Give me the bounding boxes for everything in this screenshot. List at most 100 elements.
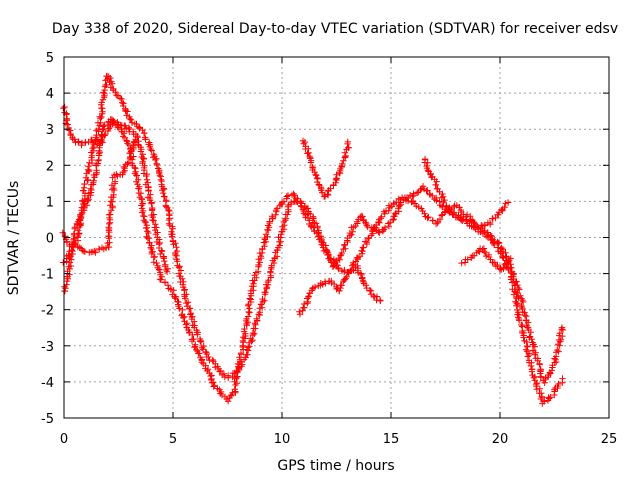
data-point xyxy=(482,252,490,260)
data-point xyxy=(421,210,428,217)
y-tick-label: -4 xyxy=(41,376,54,391)
data-point xyxy=(495,239,503,246)
data-point xyxy=(519,308,527,316)
data-point xyxy=(89,145,96,152)
data-point xyxy=(103,81,110,89)
data-point xyxy=(446,204,453,211)
y-tick-label: 2 xyxy=(46,159,54,174)
data-point xyxy=(221,373,228,381)
data-point xyxy=(258,304,266,311)
data-point xyxy=(282,211,289,218)
data-point xyxy=(273,253,281,260)
data-point xyxy=(245,308,252,316)
data-point xyxy=(111,178,119,185)
y-tick-label: -1 xyxy=(41,268,54,283)
data-point xyxy=(556,342,563,349)
data-point xyxy=(251,272,258,279)
data-point xyxy=(337,252,344,259)
data-point xyxy=(145,187,152,195)
data-point xyxy=(519,297,526,304)
data-point xyxy=(359,213,366,220)
data-point xyxy=(520,334,527,341)
data-point xyxy=(441,209,448,216)
data-point xyxy=(126,115,134,123)
data-point xyxy=(251,330,258,338)
data-point xyxy=(538,390,545,397)
data-point xyxy=(489,236,496,243)
data-point xyxy=(249,329,257,337)
data-point xyxy=(172,293,180,300)
data-point xyxy=(67,262,75,270)
data-point xyxy=(504,199,512,206)
data-point xyxy=(481,249,489,256)
data-point xyxy=(524,353,531,360)
data-point xyxy=(468,218,475,226)
data-point xyxy=(118,95,125,103)
data-point xyxy=(524,324,531,331)
data-point xyxy=(142,219,149,226)
data-point xyxy=(236,354,243,361)
data-point xyxy=(507,255,514,262)
data-point xyxy=(69,241,76,248)
data-point xyxy=(99,126,106,133)
data-point xyxy=(256,259,263,266)
data-point xyxy=(311,168,318,176)
data-point xyxy=(138,196,145,203)
data-point xyxy=(143,176,151,183)
data-point xyxy=(158,247,165,254)
data-point xyxy=(262,231,270,238)
data-point xyxy=(522,346,530,353)
data-point xyxy=(207,372,214,380)
data-point xyxy=(244,313,252,320)
data-point xyxy=(147,244,154,251)
data-point xyxy=(231,378,238,385)
data-point xyxy=(338,249,345,257)
data-point xyxy=(364,223,371,231)
data-point xyxy=(104,239,111,247)
data-point xyxy=(527,329,534,336)
data-point xyxy=(131,164,138,171)
data-point xyxy=(100,123,107,130)
data-point xyxy=(59,229,66,236)
data-point xyxy=(555,380,562,388)
data-point xyxy=(187,310,195,317)
data-point xyxy=(74,227,82,234)
data-point xyxy=(381,224,389,231)
data-point xyxy=(498,206,505,214)
data-point xyxy=(483,233,490,240)
data-point xyxy=(540,398,548,405)
data-point xyxy=(349,228,356,235)
data-point xyxy=(516,286,523,293)
data-point xyxy=(163,268,171,275)
data-point xyxy=(547,394,554,401)
data-point xyxy=(198,344,206,351)
data-point xyxy=(252,321,259,328)
data-point xyxy=(128,119,136,126)
data-point xyxy=(160,189,167,197)
data-point xyxy=(123,112,130,119)
data-point xyxy=(424,187,431,194)
data-point xyxy=(324,191,331,198)
data-point xyxy=(340,157,347,164)
data-point xyxy=(186,305,194,312)
data-point xyxy=(257,253,264,260)
data-point xyxy=(494,261,501,269)
data-point xyxy=(512,278,520,286)
data-point xyxy=(291,192,298,199)
series-trace-8 xyxy=(458,245,514,273)
data-point xyxy=(247,335,254,342)
data-point xyxy=(456,204,463,211)
data-point xyxy=(346,229,353,237)
data-point xyxy=(170,287,177,294)
data-point xyxy=(358,271,365,279)
data-point xyxy=(196,350,203,357)
data-point xyxy=(241,325,248,333)
data-point xyxy=(161,257,168,265)
data-point xyxy=(65,251,72,259)
data-point xyxy=(71,136,78,143)
data-point xyxy=(156,172,164,179)
data-point xyxy=(554,346,561,354)
data-point xyxy=(379,228,387,235)
data-point xyxy=(90,177,97,184)
